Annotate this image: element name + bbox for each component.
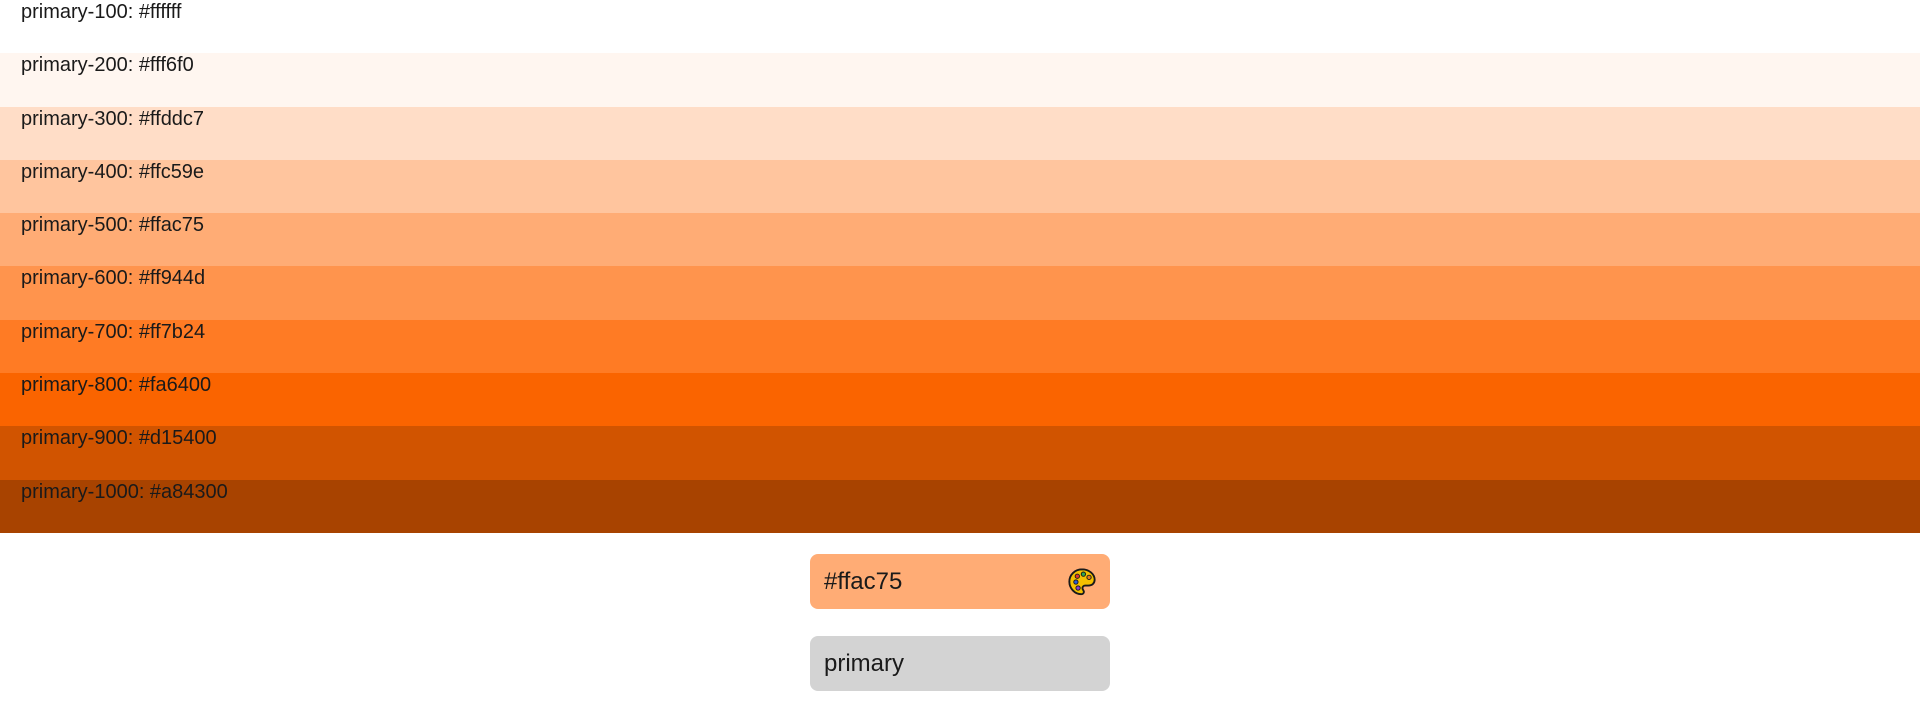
palette-icon[interactable] [1066, 566, 1098, 598]
swatch-label: primary-900: #d15400 [21, 427, 217, 450]
swatch-label: primary-100: #ffffff [21, 1, 182, 23]
swatch-primary-900: primary-900: #d15400 [0, 426, 1920, 480]
swatch-primary-100: primary-100: #ffffff [0, 0, 1920, 54]
swatch-label: primary-200: #fff6f0 [21, 54, 194, 77]
swatch-label: primary-800: #fa6400 [21, 374, 212, 397]
swatch-primary-200: primary-200: #fff6f0 [0, 53, 1920, 107]
swatch-label: primary-1000: #a84300 [21, 480, 228, 503]
swatch-label: primary-700: #ff7b24 [21, 320, 206, 343]
swatch-primary-1000: primary-1000: #a84300 [0, 479, 1920, 533]
controls: #ffac75 primary [810, 554, 1110, 691]
swatch-list: primary-100: #ffffff primary-200: #fff6f… [0, 0, 1920, 533]
swatch-primary-800: primary-800: #fa6400 [0, 373, 1920, 427]
color-input-value[interactable]: #ffac75 [824, 567, 903, 595]
color-input[interactable]: #ffac75 [810, 554, 1110, 609]
swatch-primary-300: primary-300: #ffddc7 [0, 106, 1920, 160]
swatch-label: primary-300: #ffddc7 [21, 107, 205, 130]
palette-name-value[interactable]: primary [824, 649, 905, 677]
swatch-primary-700: primary-700: #ff7b24 [0, 319, 1920, 374]
palette-name-input[interactable]: primary [810, 636, 1110, 691]
swatch-label: primary-400: #ffc59e [21, 160, 205, 183]
swatch-label: primary-600: #ff944d [21, 267, 206, 290]
swatch-primary-400: primary-400: #ffc59e [0, 159, 1920, 214]
swatch-primary-500: primary-500: #ffac75 [0, 213, 1920, 267]
swatch-label: primary-500: #ffac75 [21, 214, 205, 237]
swatch-primary-600: primary-600: #ff944d [0, 266, 1920, 320]
